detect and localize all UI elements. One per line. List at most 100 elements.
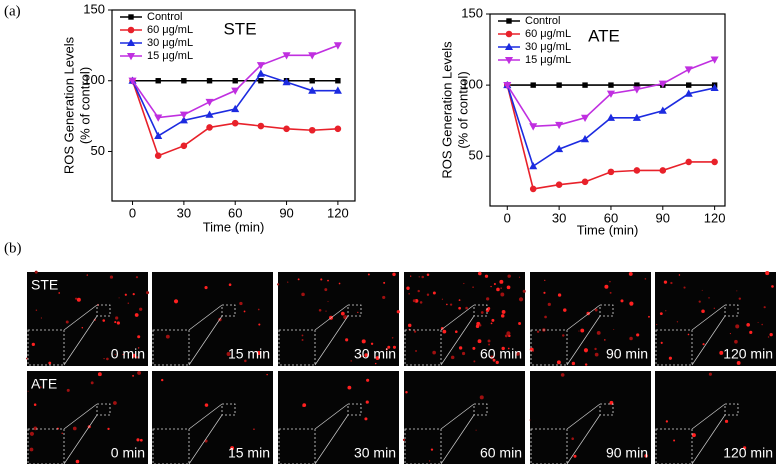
fluorescence-dot xyxy=(244,359,247,363)
marker xyxy=(580,134,590,143)
marker xyxy=(256,62,265,70)
fluorescence-dot xyxy=(40,317,42,319)
inset-box xyxy=(655,428,693,464)
fluorescence-dot xyxy=(136,356,139,359)
fluorescence-dot xyxy=(736,361,741,365)
marker xyxy=(283,125,290,133)
fluorescence-dot xyxy=(529,347,534,352)
legend-marker xyxy=(126,52,136,61)
fluorescence-dot xyxy=(665,420,669,423)
fluorescence-dot xyxy=(683,286,686,289)
inset-box xyxy=(530,329,568,366)
time-label: 15 min xyxy=(228,346,270,362)
marker xyxy=(606,113,616,121)
fluorescence-dot xyxy=(320,278,323,281)
fluorescence-dot xyxy=(301,292,305,297)
fluorescence-dot xyxy=(491,318,495,322)
fluorescence-dot xyxy=(432,291,436,295)
fluorescence-dot xyxy=(114,353,116,356)
fluorescence-dot xyxy=(701,309,705,314)
legend-label: Control xyxy=(525,15,560,27)
fluorescence-dot xyxy=(72,426,77,431)
fluorescence-dot xyxy=(116,321,120,325)
fluorescence-dot xyxy=(620,299,624,303)
marker xyxy=(633,167,641,174)
fluorescence-dot xyxy=(301,334,304,337)
marker xyxy=(581,178,589,186)
fluorescence-dot xyxy=(137,335,141,339)
x-axis-label: Time (min) xyxy=(577,222,639,237)
fluorescence-dot xyxy=(659,312,663,316)
fluorescence-dot xyxy=(370,342,374,346)
fluorescence-dot xyxy=(226,352,231,356)
fluorescence-dot xyxy=(613,329,615,331)
fluorescence-dot xyxy=(499,279,504,284)
time-label: 15 min xyxy=(228,445,270,461)
fluorescence-dot xyxy=(258,323,261,326)
fluorescence-dot xyxy=(571,361,576,366)
marker xyxy=(206,124,213,131)
marker xyxy=(658,80,667,88)
marker xyxy=(606,90,616,98)
fluorescence-dot xyxy=(500,314,505,318)
fluorescence-dot xyxy=(48,361,52,365)
fluorescence-dot xyxy=(596,330,601,335)
fluorescence-dot xyxy=(562,334,565,337)
fluorescence-dot xyxy=(500,287,502,289)
fluorescence-dot xyxy=(325,310,327,312)
fluorescence-dot xyxy=(547,302,551,306)
inset-box xyxy=(278,428,316,464)
time-label: 30 min xyxy=(354,445,396,461)
zoom-connector xyxy=(440,315,475,366)
marker xyxy=(181,78,187,84)
fluorescence-dot xyxy=(122,353,124,356)
fluorescence-dot xyxy=(392,272,396,277)
legend-label: 15 μg/mL xyxy=(525,54,571,66)
zoom-connector xyxy=(566,414,601,464)
zoom-connector xyxy=(691,403,726,430)
fluorescence-dot xyxy=(506,285,511,290)
fluorescence-dot xyxy=(266,373,268,376)
fluorescence-dot xyxy=(490,322,493,325)
fluorescence-dot xyxy=(408,292,410,295)
fluorescence-dot xyxy=(29,447,34,452)
marker xyxy=(231,87,240,95)
fluorescence-dot xyxy=(708,297,710,299)
fluorescence-dot xyxy=(644,278,647,280)
marker xyxy=(154,131,163,139)
fluorescence-dot xyxy=(26,357,28,360)
time-label: 120 min xyxy=(723,445,773,461)
y-tick-label: 100 xyxy=(461,77,483,92)
zoom-connector xyxy=(63,403,98,430)
legend-marker xyxy=(504,56,514,65)
x-tick-label: 30 xyxy=(177,205,191,220)
marker xyxy=(555,181,563,188)
fluorescence-dot xyxy=(415,350,417,352)
fluorescence-dot xyxy=(406,286,410,290)
legend-label: 60 μg/mL xyxy=(525,28,571,40)
fluorescence-dot xyxy=(475,324,480,329)
fluorescence-dot xyxy=(454,330,458,334)
marker xyxy=(582,82,588,88)
x-tick-label: 90 xyxy=(279,205,293,220)
fluorescence-dot xyxy=(256,350,261,356)
marker xyxy=(309,78,315,84)
fluorescence-dot xyxy=(486,297,490,301)
fluorescence-dot xyxy=(139,307,143,311)
fluorescence-dot xyxy=(132,374,135,377)
inset-box xyxy=(278,329,316,366)
fluorescence-dot xyxy=(74,297,78,300)
fluorescence-dot xyxy=(765,271,770,276)
y-tick-label: 150 xyxy=(83,1,105,16)
zoom-connector xyxy=(566,403,601,430)
x-tick-label: 60 xyxy=(228,205,242,220)
fluorescence-dot xyxy=(472,346,476,350)
marker xyxy=(282,52,291,60)
time-label: 90 min xyxy=(606,445,648,461)
legend-label: 15 μg/mL xyxy=(147,50,193,62)
legend-marker xyxy=(506,18,512,24)
fluorescence-dot xyxy=(708,372,712,376)
fluorescence-dot xyxy=(132,353,136,358)
zoom-connector xyxy=(691,315,726,366)
fluorescence-dot xyxy=(563,308,567,312)
